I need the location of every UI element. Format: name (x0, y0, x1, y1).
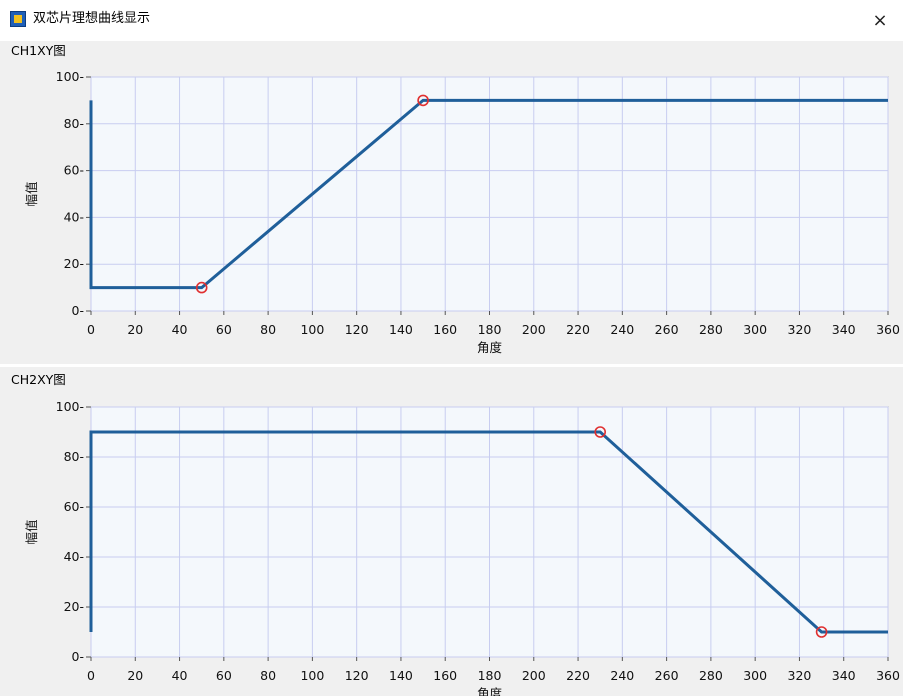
close-button[interactable]: × (872, 10, 888, 31)
x-tick-label: 200 (522, 668, 546, 683)
ch1-xy-graph[interactable]: 0 20 40 60 80 100 120 140 160 180 200 220 240 260 280 3… (0, 41, 903, 364)
x-tick-label: 60 (216, 322, 232, 337)
x-tick-label: 220 (566, 322, 590, 337)
ch2-xy-graph[interactable]: 0 20 40 60 80 100 120 140 160 180 200 220 240 260 280 3… (0, 367, 903, 696)
x-tick-label: 320 (788, 322, 812, 337)
x-tick-label: 220 (566, 668, 590, 683)
x-tick-label: 140 (389, 322, 413, 337)
x-tick-label: 100 (300, 322, 324, 337)
x-tick-label: 240 (610, 668, 634, 683)
y-tick-label: 100- (56, 399, 84, 414)
title-bar: 双芯片理想曲线显示 × (0, 0, 903, 41)
ch2-graph-label: CH2XY图 (11, 372, 66, 387)
x-tick-label: 180 (478, 322, 502, 337)
x-tick-label: 300 (743, 668, 767, 683)
x-tick-label: 0 (87, 322, 95, 337)
y-tick-label: 80- (64, 116, 84, 131)
x-axis-title: 角度 (477, 686, 503, 696)
breakpoint-marker (195, 281, 208, 294)
x-tick-label: 260 (655, 668, 679, 683)
app-icon (10, 11, 26, 27)
x-axis-title: 角度 (477, 340, 503, 355)
x-tick-label: 280 (699, 322, 723, 337)
x-tick-label: 120 (345, 322, 369, 337)
x-tick-label: 40 (172, 322, 188, 337)
y-tick-label: 0- (72, 649, 84, 664)
y-tick-label: 60- (64, 163, 84, 178)
y-tick-label: 80- (64, 449, 84, 464)
breakpoint-marker (594, 426, 606, 438)
x-tick-label: 0 (87, 668, 95, 683)
ch1-graph-label: CH1XY图 (11, 43, 66, 58)
x-tick-label: 240 (610, 322, 634, 337)
x-tick-label: 360 (876, 668, 900, 683)
x-tick-label: 80 (260, 322, 276, 337)
x-tick-label: 340 (832, 322, 856, 337)
x-tick-label: 260 (655, 322, 679, 337)
x-tick-label: 80 (260, 668, 276, 683)
x-tick-label: 100 (300, 668, 324, 683)
x-tick-label: 340 (832, 668, 856, 683)
x-tick-label: 160 (433, 322, 457, 337)
x-tick-label: 120 (345, 668, 369, 683)
y-tick-label: 60- (64, 499, 84, 514)
y-tick-label: 40- (64, 209, 84, 224)
x-tick-label: 60 (216, 668, 232, 683)
x-tick-label: 20 (127, 322, 143, 337)
curve-line (89, 98, 888, 290)
ch1-graph-panel: CH1XY图 0 20 40 60 80 100 120 140 160 180 200 220 240… (0, 41, 903, 364)
x-tick-label: 200 (522, 322, 546, 337)
x-tick-label: 360 (876, 322, 900, 337)
y-tick-label: 0- (72, 303, 84, 318)
x-tick-label: 300 (743, 322, 767, 337)
x-tick-label: 20 (127, 668, 143, 683)
y-tick-label: 40- (64, 549, 84, 564)
y-tick-label: 100- (56, 69, 84, 84)
curve-line (89, 430, 888, 634)
x-tick-label: 160 (433, 668, 457, 683)
window-title: 双芯片理想曲线显示 (33, 11, 151, 26)
ch2-graph-panel: CH2XY图 0 20 40 60 80 100 120 140 160 180 200 220 240… (0, 367, 903, 696)
x-tick-label: 320 (788, 668, 812, 683)
x-tick-label: 140 (389, 668, 413, 683)
y-tick-label: 20- (64, 599, 84, 614)
x-tick-label: 40 (172, 668, 188, 683)
breakpoint-marker (815, 626, 828, 638)
x-tick-label: 280 (699, 668, 723, 683)
y-axis-title: 幅值 (24, 519, 39, 544)
x-tick-label: 180 (478, 668, 502, 683)
breakpoint-marker (417, 94, 429, 107)
y-tick-label: 20- (64, 256, 84, 271)
y-axis-title: 幅值 (24, 181, 39, 206)
